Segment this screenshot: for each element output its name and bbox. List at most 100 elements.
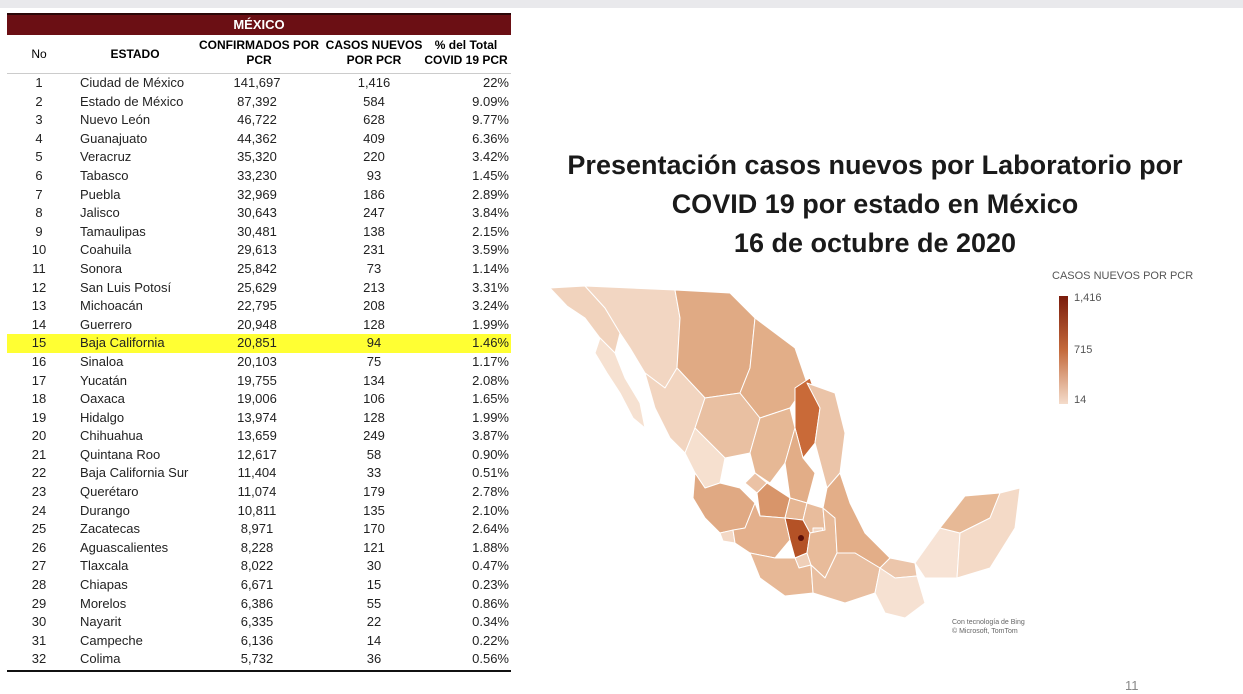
cell-pct: 9.09% [472,93,509,109]
table-row: 23 Querétaro 11,074 179 2.78% [7,483,511,502]
table-row: 26 Aguascalientes 8,228 121 1.88% [7,539,511,558]
cell-no: 5 [35,149,43,165]
cell-confirmados: 141,697 [233,75,281,90]
cell-estado: Yucatán [80,372,127,388]
cell-confirmados: 13,974 [237,409,277,425]
cell-no: 19 [31,409,47,425]
table-row: 25 Zacatecas 8,971 170 2.64% [7,520,511,539]
page-number: 11 [1125,678,1139,693]
cell-no: 16 [31,353,47,369]
cell-nuevos: 179 [363,484,385,500]
cell-confirmados: 33,230 [237,167,277,183]
cell-pct: 1.88% [472,539,509,555]
cell-estado: Guanajuato [80,130,148,146]
cell-confirmados: 44,362 [237,130,277,146]
cell-nuevos: 247 [363,205,385,221]
cell-nuevos: 208 [363,298,385,314]
table-row: 2 Estado de México 87,392 584 9.09% [7,93,511,112]
cell-confirmados: 6,386 [240,595,274,611]
cell-nuevos: 249 [363,428,385,444]
table-header: No ESTADO CONFIRMADOS POR PCR CASOS NUEV… [7,35,511,74]
cell-estado: Chihuahua [80,428,143,444]
legend-max-label: 1,416 [1074,292,1102,304]
cell-pct: 0.56% [472,651,509,667]
cell-nuevos: 170 [363,521,385,537]
legend-color-scale [1059,296,1068,404]
cell-no: 4 [35,130,43,146]
cell-confirmados: 20,851 [237,335,277,351]
table-row: 32 Colima 5,732 36 0.56% [7,650,511,669]
cell-nuevos: 128 [363,409,385,425]
table-row: 7 Puebla 32,969 186 2.89% [7,186,511,205]
region-michoacan [732,502,791,559]
cell-no: 28 [31,577,47,593]
table-row: 21 Quintana Roo 12,617 58 0.90% [7,446,511,465]
cell-pct: 3.59% [472,242,509,258]
cell-pct: 22% [482,75,509,90]
cell-nuevos: 628 [363,112,385,128]
legend-mid-label: 715 [1074,344,1093,356]
table-banner: MÉXICO [7,13,511,35]
cell-no: 13 [31,298,47,314]
cell-nuevos: 128 [363,316,385,332]
cell-estado: Durango [80,502,130,518]
cell-confirmados: 8,022 [240,558,274,574]
slide-title: Presentación casos nuevos por Laboratori… [550,146,1200,263]
cell-nuevos: 36 [366,651,382,667]
cell-estado: Colima [80,651,121,667]
region-baja-california-sur [594,337,646,429]
cell-pct: 2.10% [472,502,509,518]
cell-confirmados: 46,722 [237,112,277,128]
title-line-2: COVID 19 por estado en México [671,189,1079,219]
legend-min-label: 14 [1074,394,1087,406]
table-row: 30 Nayarit 6,335 22 0.34% [7,613,511,632]
cell-pct: 3.84% [472,205,509,221]
table-row: 3 Nuevo León 46,722 628 9.77% [7,111,511,130]
cell-no: 11 [32,260,46,276]
mexico-choropleth-map [549,285,1021,618]
cell-confirmados: 25,629 [237,279,277,295]
cell-estado: Veracruz [80,149,132,165]
cell-confirmados: 19,006 [237,391,277,407]
cell-pct: 2.78% [472,484,509,500]
cell-confirmados: 32,969 [237,186,277,202]
cell-pct: 0.51% [472,465,509,481]
cell-estado: Baja California [80,335,165,351]
cell-pct: 2.08% [472,372,509,388]
cell-estado: Coahuila [80,242,132,258]
header-nuevos-line2: POR PCR [346,53,402,67]
table-row: 17 Yucatán 19,755 134 2.08% [7,372,511,391]
cell-confirmados: 12,617 [237,446,277,462]
cell-estado: Jalisco [80,205,120,221]
header-confirmados-line1: CONFIRMADOS POR [199,38,319,52]
cell-estado: Tlaxcala [80,558,129,574]
region-chiapas [874,567,926,618]
cell-pct: 3.31% [472,279,509,295]
cell-nuevos: 213 [363,279,385,295]
table-row: 5 Veracruz 35,320 220 3.42% [7,148,511,167]
states-table: MÉXICO No ESTADO CONFIRMADOS POR PCR CAS… [7,13,511,672]
cell-nuevos: 58 [366,446,382,462]
map-attribution-line2: © Microsoft, TomTom [952,628,1018,635]
table-row: 29 Morelos 6,386 55 0.86% [7,595,511,614]
cell-nuevos: 14 [366,632,382,648]
cell-nuevos: 135 [363,502,385,518]
region-campeche [914,527,961,579]
map-attribution: Con tecnología de Bing © Microsoft, TomT… [952,618,1025,636]
table-row: 10 Coahuila 29,613 231 3.59% [7,241,511,260]
table-row: 16 Sinaloa 20,103 75 1.17% [7,353,511,372]
cell-nuevos: 55 [366,595,382,611]
cell-estado: Tabasco [80,167,129,183]
table-row: 20 Chihuahua 13,659 249 3.87% [7,427,511,446]
cell-confirmados: 6,671 [240,577,274,593]
cell-nuevos: 231 [363,242,385,258]
cell-confirmados: 13,659 [237,428,277,444]
cell-no: 27 [31,558,47,574]
cell-pct: 3.24% [472,298,509,314]
cell-confirmados: 8,971 [240,521,274,537]
cell-pct: 2.89% [472,186,509,202]
cell-estado: Nayarit [80,614,122,630]
header-estado: ESTADO [110,47,160,61]
cell-confirmados: 6,136 [240,632,274,648]
cell-estado: Oaxaca [80,391,125,407]
